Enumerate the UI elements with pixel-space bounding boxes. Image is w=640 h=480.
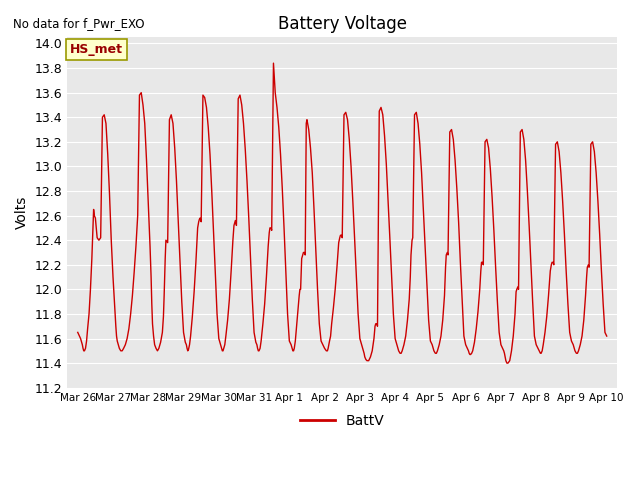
Title: Battery Voltage: Battery Voltage	[278, 15, 407, 33]
Text: No data for f_Pwr_EXO: No data for f_Pwr_EXO	[13, 17, 144, 30]
Y-axis label: Volts: Volts	[15, 196, 29, 229]
Text: HS_met: HS_met	[70, 43, 123, 56]
Legend: BattV: BattV	[294, 408, 390, 433]
